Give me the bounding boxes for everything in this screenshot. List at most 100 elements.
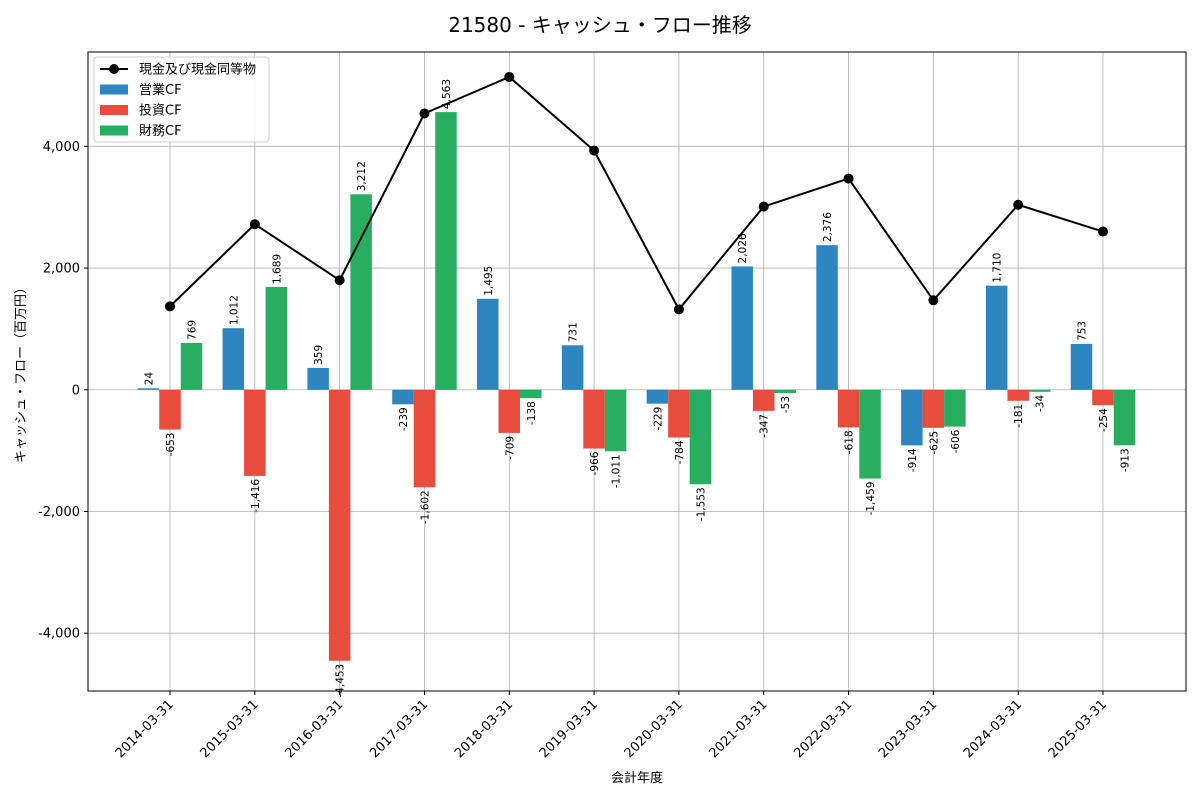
cash-line-point xyxy=(249,219,260,230)
bar-value-label: -1,553 xyxy=(695,487,707,521)
bar-value-label: -606 xyxy=(950,429,962,453)
bar-value-label: 3,212 xyxy=(356,161,368,191)
bar xyxy=(985,285,1008,390)
y-tick-label: 0 xyxy=(72,383,80,398)
bar-value-label: 2,026 xyxy=(737,233,749,263)
bar xyxy=(328,389,351,661)
bar xyxy=(180,342,203,390)
bar xyxy=(1092,389,1114,406)
y-tick-label: -2,000 xyxy=(38,505,80,520)
legend-label: 投資CF xyxy=(139,103,182,119)
x-axis-label: 会計年度 xyxy=(611,770,663,786)
y-axis-ticks: -4,000 -2,000 0 2,000 4,000 xyxy=(38,140,88,642)
bars xyxy=(137,112,1136,661)
bar-value-label: -914 xyxy=(907,448,919,472)
cash-line-point xyxy=(334,275,345,286)
bar xyxy=(944,389,966,427)
bar-value-label: -625 xyxy=(928,431,940,455)
cash-line-point xyxy=(419,108,430,119)
bar xyxy=(859,389,881,479)
bar-value-label: -347 xyxy=(759,414,771,438)
bar xyxy=(816,245,838,390)
cash-line-path xyxy=(169,75,1104,312)
y-tick-label: 2,000 xyxy=(43,262,80,277)
bar-value-label: -653 xyxy=(165,432,177,456)
bar xyxy=(583,389,605,449)
bar-value-label: -53 xyxy=(780,396,792,413)
cash-line-point xyxy=(1013,199,1024,210)
bar-value-label: 731 xyxy=(568,322,580,342)
bar xyxy=(1028,389,1051,392)
bar xyxy=(307,367,329,390)
legend-marker-swatch xyxy=(109,64,119,74)
bar-value-label: 359 xyxy=(313,345,325,365)
cash-line-point xyxy=(1098,226,1108,237)
cash-line-point xyxy=(928,295,939,306)
bar xyxy=(265,286,288,390)
bar xyxy=(350,194,372,390)
legend-box xyxy=(93,56,270,143)
bar-value-label: 1,710 xyxy=(992,253,1004,283)
bar xyxy=(1070,343,1093,390)
bar xyxy=(137,388,160,390)
bar-value-label: 1,689 xyxy=(271,254,283,284)
bar-value-label: -1,459 xyxy=(865,482,877,516)
bar xyxy=(922,389,945,428)
bar xyxy=(413,389,436,488)
bar-value-label: 1,495 xyxy=(483,266,495,296)
legend-bar-swatch xyxy=(100,84,128,95)
bar xyxy=(477,298,499,390)
bar-value-label: -1,011 xyxy=(611,454,623,488)
bar-value-label: 1,012 xyxy=(228,295,240,325)
bar-value-label: 4,563 xyxy=(441,79,453,109)
bar xyxy=(498,389,521,433)
bar xyxy=(159,389,181,430)
legend-bar-swatch xyxy=(100,105,128,115)
cash-line-point xyxy=(165,301,175,312)
bar-value-label: -966 xyxy=(589,451,601,475)
y-tick-label: 4,000 xyxy=(43,140,80,155)
bar xyxy=(646,389,669,404)
bar xyxy=(392,389,414,405)
bar xyxy=(901,389,923,446)
bar-value-label: -1,602 xyxy=(419,490,431,524)
bar-value-label: -618 xyxy=(844,430,856,454)
cash-line xyxy=(165,71,1108,315)
plot-frame xyxy=(87,51,1187,692)
cash-line-point xyxy=(843,173,854,184)
cash-line-point xyxy=(589,145,600,156)
y-axis-label: キャッシュ・フロー（百万円） xyxy=(14,281,29,463)
bar-value-label: 24 xyxy=(144,372,156,386)
bar xyxy=(668,389,690,438)
legend-label: 財務CF xyxy=(139,124,182,139)
bar xyxy=(1113,389,1136,446)
cash-line-point xyxy=(673,304,684,315)
bar-value-label: -239 xyxy=(398,407,410,431)
bar-value-label: -34 xyxy=(1035,395,1047,412)
bar xyxy=(731,266,753,390)
bar-value-label: -229 xyxy=(652,407,664,431)
bar xyxy=(689,389,712,485)
cash-line-point xyxy=(504,71,515,82)
bar xyxy=(561,345,584,390)
bar-value-label: -913 xyxy=(1120,448,1132,472)
bar-value-label: -1,416 xyxy=(250,479,262,513)
bar-labels: 24 1,012 359 -239 1,495 731 -229 2,026 2,376 -914… xyxy=(144,79,1132,698)
bar-value-label: -181 xyxy=(1013,404,1025,428)
bar xyxy=(244,389,266,476)
bar-value-label: -784 xyxy=(674,440,686,464)
bar xyxy=(222,328,245,390)
bar-value-label: -254 xyxy=(1098,408,1110,432)
bar xyxy=(774,389,796,393)
bar-value-label: -4,453 xyxy=(335,664,347,698)
legend-label: 営業CF xyxy=(139,82,182,98)
bar xyxy=(604,389,627,452)
bar xyxy=(520,389,542,399)
legend-label: 現金及び現金同等物 xyxy=(139,62,256,78)
bar-value-label: -709 xyxy=(504,436,516,460)
bar xyxy=(435,112,457,390)
bar-value-label: 769 xyxy=(187,320,199,340)
bar-value-label: 753 xyxy=(1077,321,1089,341)
